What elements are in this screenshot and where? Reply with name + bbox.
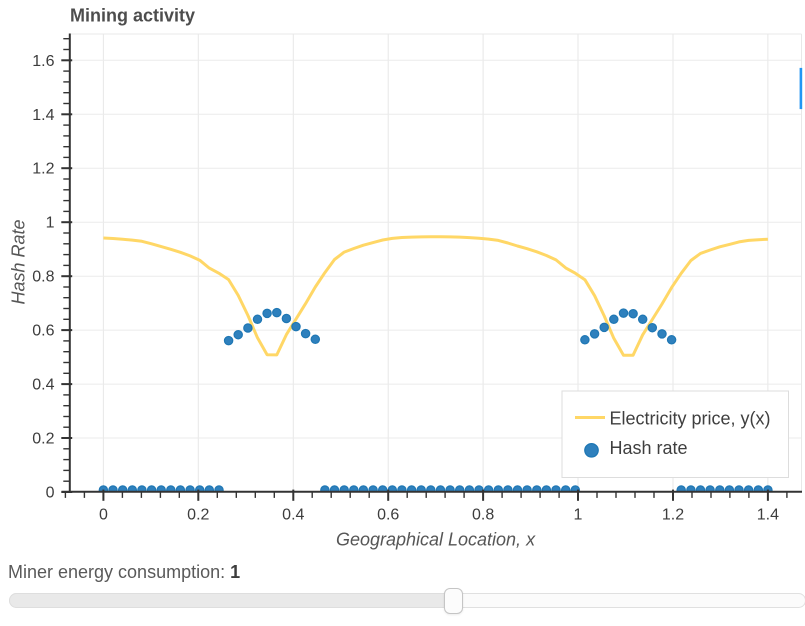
svg-text:Geographical Location, x: Geographical Location, x [336,530,536,550]
svg-text:1.4: 1.4 [757,507,779,524]
svg-text:1.2: 1.2 [662,507,684,524]
svg-text:0.6: 0.6 [32,323,54,340]
svg-text:0.2: 0.2 [187,507,209,524]
svg-text:1.4: 1.4 [32,107,54,124]
svg-text:0.4: 0.4 [282,507,304,524]
svg-text:0.2: 0.2 [32,431,54,448]
svg-text:1: 1 [46,215,55,232]
svg-text:0.8: 0.8 [472,507,494,524]
svg-text:Hash rate: Hash rate [610,438,688,458]
svg-text:0.6: 0.6 [377,507,399,524]
svg-text:1.2: 1.2 [32,161,54,178]
svg-text:0: 0 [46,485,55,502]
svg-text:0.4: 0.4 [32,377,54,394]
svg-text:1.6: 1.6 [32,53,54,70]
svg-text:Electricity price, y(x): Electricity price, y(x) [610,409,771,429]
svg-text:0.8: 0.8 [32,269,54,286]
svg-text:0: 0 [99,507,108,524]
svg-text:Mining activity: Mining activity [70,6,195,26]
svg-text:1: 1 [574,507,583,524]
svg-text:Hash Rate: Hash Rate [8,219,28,304]
